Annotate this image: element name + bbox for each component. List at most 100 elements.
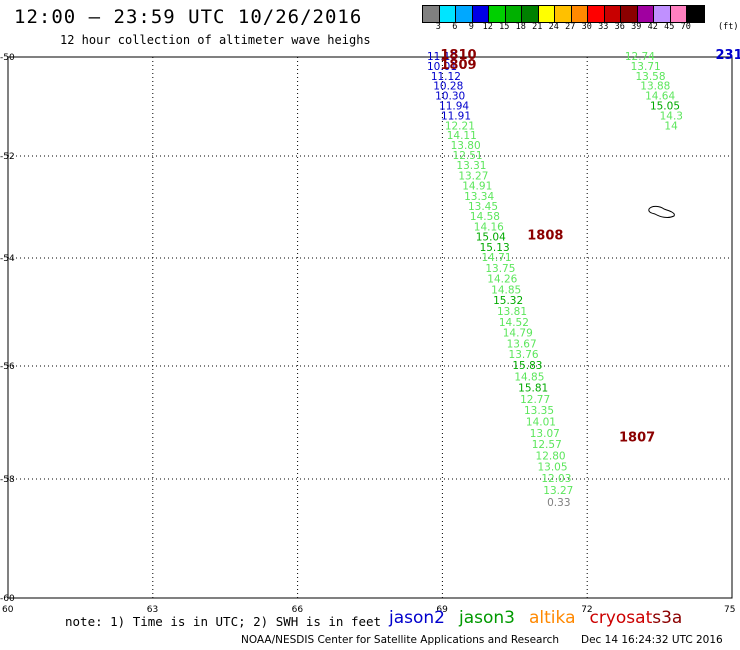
color-cell <box>522 6 539 22</box>
swh-value-label: 12.21 <box>445 120 475 132</box>
color-cell <box>505 6 522 22</box>
swh-value-label: 13.31 <box>456 160 486 172</box>
swh-value-label: 15.04 <box>476 232 506 244</box>
swh-value-label: 14.85 <box>514 371 544 383</box>
swh-value-label: 14.52 <box>499 317 529 329</box>
page-subtitle: 12 hour collection of altimeter wave hei… <box>60 33 371 47</box>
swh-value-label: 13.67 <box>507 338 537 350</box>
color-cell <box>588 6 605 22</box>
color-cell <box>489 6 506 22</box>
plot-frame <box>7 56 733 599</box>
swh-value-label: 13.34 <box>464 191 494 203</box>
color-cell <box>670 6 687 22</box>
time-label: 1807 <box>619 430 655 445</box>
color-scale-label: 39 <box>631 22 642 32</box>
swh-value-label: 14.58 <box>470 211 500 223</box>
swh-value-label: 13.35 <box>524 405 554 417</box>
swh-value-label: 14.11 <box>447 130 477 142</box>
swh-value-label: 13.75 <box>485 263 515 275</box>
color-scale-bar <box>422 5 705 23</box>
color-cell <box>621 6 638 22</box>
color-cell <box>538 6 555 22</box>
y-tick-label: -52 <box>0 152 15 162</box>
swh-value-label: 13.58 <box>635 71 665 83</box>
color-scale-label: 3 <box>435 22 441 32</box>
swh-value-label: 15.13 <box>480 242 510 254</box>
color-cell <box>555 6 572 22</box>
legend-altika: altika <box>529 608 576 628</box>
color-scale-labels: 3 6 9 12 15 18 21 24 27 30 33 36 39 42 45 70 <box>422 22 694 32</box>
color-scale-label: 36 <box>614 22 625 32</box>
color-cell <box>571 6 588 22</box>
swh-value-label: 13.07 <box>530 428 560 440</box>
footnote: note: 1) Time is in UTC; 2) SWH is in fe… <box>65 614 382 629</box>
color-scale-label: 42 <box>647 22 658 32</box>
time-label: 1809 <box>440 58 476 73</box>
color-scale-unit: (ft) <box>718 22 739 32</box>
swh-value-label: 14.3 <box>660 110 683 122</box>
swh-value-label: 13.45 <box>468 201 498 213</box>
swh-value-label: 0.33 <box>547 497 570 509</box>
color-scale-label: 24 <box>548 22 559 32</box>
swh-value-label: 10.30 <box>435 91 465 103</box>
credit-line: NOAA/NESDIS Center for Satellite Applica… <box>241 634 559 646</box>
swh-value-label: 14.71 <box>481 252 511 264</box>
swh-value-label: 14.16 <box>474 221 504 233</box>
swh-value-label: 13.27 <box>543 485 573 497</box>
x-tick-label: 72 <box>581 605 592 615</box>
island-outline <box>648 205 675 218</box>
swh-value-label: 12.51 <box>453 150 483 162</box>
y-tick-label: -56 <box>0 362 15 372</box>
swh-value-label: 12.03 <box>541 473 571 485</box>
swh-value-label: 15.32 <box>493 295 523 307</box>
y-tick-label: -60 <box>0 594 15 604</box>
swh-value-label: 13.88 <box>640 81 670 93</box>
x-tick-label: 66 <box>292 605 304 615</box>
swh-value-label: 13.80 <box>451 140 481 152</box>
color-cell <box>604 6 621 22</box>
swh-value-label: 14 <box>664 120 678 132</box>
legend-jason3: jason3 <box>459 608 515 628</box>
time-label: 2314 <box>716 48 740 63</box>
swh-value-label: 13.27 <box>458 170 488 182</box>
color-cell <box>439 6 456 22</box>
color-scale-label: 45 <box>664 22 675 32</box>
color-scale-label: 27 <box>565 22 576 32</box>
color-scale-label: 70 <box>680 22 691 32</box>
color-scale-label: 9 <box>468 22 474 32</box>
swh-value-label: 13.05 <box>537 462 567 474</box>
swh-value-label: 14.91 <box>462 181 492 193</box>
color-scale-label: 12 <box>482 22 493 32</box>
swh-value-label: 10.01 <box>427 61 457 73</box>
legend-cryosat: cryosat <box>589 608 653 628</box>
color-cell <box>472 6 489 22</box>
color-scale-label: 15 <box>499 22 510 32</box>
x-tick-label: 75 <box>724 605 735 615</box>
swh-value-label: 13.71 <box>631 61 661 73</box>
color-cell <box>423 6 440 22</box>
color-scale-label: 21 <box>532 22 543 32</box>
time-label: 1808 <box>527 229 563 244</box>
swh-value-label: 14.01 <box>526 417 556 429</box>
color-cell <box>687 6 704 22</box>
y-tick-label: -58 <box>0 475 15 485</box>
y-tick-label: -54 <box>0 254 15 264</box>
swh-value-label: 13.76 <box>509 349 539 361</box>
swh-value-label: 11.10 <box>427 51 457 63</box>
swh-value-label: 11.12 <box>431 71 461 83</box>
swh-value-label: 13.81 <box>497 306 527 318</box>
color-cell <box>456 6 473 22</box>
swh-value-label: 10.28 <box>433 81 463 93</box>
swh-value-label: 15.81 <box>518 383 548 395</box>
swh-value-label: 14.79 <box>503 328 533 340</box>
color-scale-label: 18 <box>515 22 526 32</box>
legend-jason2: jason2 <box>389 608 445 628</box>
swh-value-label: 12.77 <box>520 394 550 406</box>
color-scale-label: 30 <box>581 22 592 32</box>
x-tick-label: 63 <box>147 605 158 615</box>
swh-value-label: 14.64 <box>645 91 675 103</box>
swh-value-label: 12.57 <box>532 439 562 451</box>
generation-timestamp: Dec 14 16:24:32 UTC 2016 <box>581 634 723 646</box>
swh-value-label: 14.26 <box>487 274 517 286</box>
